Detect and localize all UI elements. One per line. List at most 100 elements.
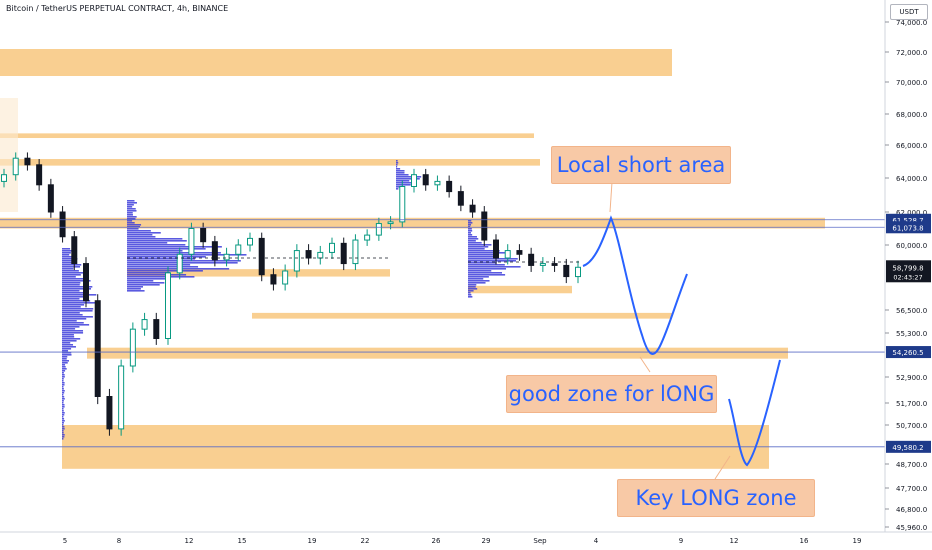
y-tick-label: 64,000.0: [896, 175, 927, 183]
x-tick-label: 29: [482, 537, 491, 545]
candle: [293, 244, 300, 278]
countdown-label: 02:43:27: [893, 273, 922, 281]
candlestick-series: [1, 152, 581, 436]
candle: [516, 244, 523, 261]
x-tick-label: 26: [432, 537, 441, 545]
x-tick-label: 12: [185, 537, 194, 545]
current-price-tag: [886, 260, 931, 283]
candle: [282, 264, 289, 291]
callout-local-short-area: Local short area: [551, 146, 731, 184]
time-axis-panel: [0, 532, 885, 550]
zone-6: [468, 285, 572, 294]
callout-good-zone-long: good zone for lONG: [506, 375, 717, 413]
candle: [223, 247, 230, 267]
callout-key-long-zone: Key LONG zone: [617, 479, 815, 517]
price-axis: 74,000.0 72,000.0 70,000.0 68,000.0 66,000.0…: [885, 19, 927, 532]
candle: [563, 258, 570, 284]
candle: [165, 266, 171, 345]
y-tick-label: 60,000.0: [896, 242, 927, 250]
price-tags: 61,528.761,073.8 58,799.802:43:27 54,260.5…: [886, 213, 931, 453]
candle: [340, 237, 347, 271]
price-tag-label-5: 49,580.2: [892, 444, 923, 452]
candle: [153, 312, 160, 345]
price-tag-2: [886, 221, 931, 234]
candle: [59, 206, 66, 243]
currency-button[interactable]: USDT: [890, 4, 928, 20]
candle: [176, 247, 183, 280]
candle: [469, 199, 476, 218]
candle: [94, 294, 101, 405]
zone-5: [127, 269, 390, 277]
candle: [36, 159, 43, 191]
candle: [528, 247, 535, 272]
x-tick-label: 19: [853, 537, 862, 545]
horizontal-price-lines: [0, 219, 885, 448]
callout-pointer-2: [639, 356, 651, 373]
price-tag-label-2: 61,073.8: [892, 224, 923, 232]
symbol-title: Bitcoin / TetherUS PERPETUAL CONTRACT, 4…: [6, 4, 229, 13]
candle: [551, 257, 558, 272]
x-tick-label: 12: [730, 537, 739, 545]
candle: [575, 260, 581, 284]
current-price-label: 58,799.8: [892, 264, 923, 272]
x-tick-label: 5: [63, 537, 67, 545]
candle: [12, 152, 19, 181]
y-tick-label: 46,800.0: [896, 506, 927, 514]
candle: [129, 322, 136, 373]
candle: [434, 175, 441, 191]
y-tick-label: 52,900.0: [896, 374, 927, 382]
x-tick-label: 22: [361, 537, 370, 545]
candle: [457, 185, 464, 212]
zone-7: [252, 312, 672, 319]
candle: [270, 268, 277, 291]
candle: [71, 230, 78, 271]
price-tag-label-1: 61,528.7: [892, 217, 923, 225]
candle: [141, 312, 148, 336]
candle: [481, 206, 488, 246]
zone-3: [0, 159, 540, 166]
y-tick-label: 48,700.0: [896, 461, 927, 469]
y-tick-label: 62,000.0: [896, 209, 927, 217]
candle: [364, 229, 371, 246]
candle: [504, 244, 511, 265]
candle: [1, 168, 7, 188]
candle: [24, 152, 31, 171]
y-tick-label: 47,700.0: [896, 485, 927, 493]
candle: [235, 239, 242, 261]
candle: [539, 257, 546, 272]
price-tag-label-4: 54,260.5: [892, 349, 923, 357]
y-tick-label: 74,000.0: [896, 19, 927, 27]
y-tick-label: 66,000.0: [896, 142, 927, 150]
candle: [329, 237, 335, 259]
y-tick-label: 72,000.0: [896, 49, 927, 57]
volume-profile-2: [468, 220, 521, 298]
candle: [188, 222, 195, 261]
candle: [352, 234, 359, 271]
y-tick-label: 51,700.0: [896, 400, 927, 408]
time-axis: 5 8 12 15 19 22 26 29 Sep 4 9 12 16 19: [63, 537, 862, 545]
y-tick-label: 70,000.0: [896, 79, 927, 87]
candle: [118, 359, 125, 436]
zone-2: [0, 133, 534, 139]
candle: [375, 217, 382, 241]
candle: [106, 388, 113, 436]
candle: [211, 235, 218, 267]
candle: [258, 232, 265, 282]
price-tag-5: [886, 440, 931, 453]
callout-pointer-1: [609, 181, 613, 213]
candle: [422, 168, 429, 191]
volume-profile-3: [62, 248, 97, 440]
zone-1: [0, 49, 672, 76]
y-tick-label: 50,700.0: [896, 422, 927, 430]
candle: [399, 180, 406, 228]
candle: [411, 168, 417, 193]
candle: [47, 178, 54, 218]
y-tick-label: 45,960.0: [896, 524, 927, 532]
candle: [493, 234, 499, 265]
zone-8: [87, 347, 788, 359]
zone-4: [0, 217, 825, 229]
y-tick-label: 68,000.0: [896, 111, 927, 119]
price-tag-4: [886, 346, 931, 359]
x-tick-label: 16: [800, 537, 809, 545]
